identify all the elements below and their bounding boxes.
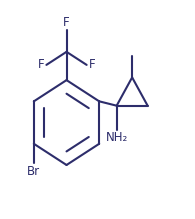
Text: NH₂: NH₂ xyxy=(105,131,128,144)
Text: F: F xyxy=(63,16,70,29)
Text: F: F xyxy=(89,58,95,71)
Text: Br: Br xyxy=(27,165,40,178)
Text: F: F xyxy=(38,58,44,71)
